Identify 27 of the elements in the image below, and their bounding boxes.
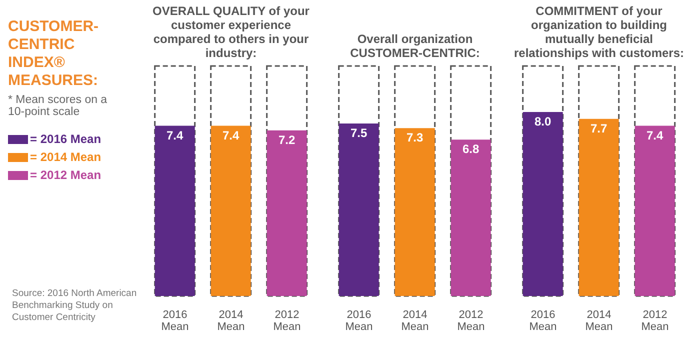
chart-title: OVERALL QUALITY of your customer experience compared to others in your industry: xyxy=(152,4,310,60)
data-label: 7.4 xyxy=(646,128,664,142)
x-tick-label: 2012 Mean xyxy=(641,309,669,333)
chart-title: COMMITMENT of your organization to building mutually beneficial relationships with customers: xyxy=(512,4,686,60)
text: = 2014 Mean xyxy=(30,150,102,164)
text: * Mean scores on a 10-point scale xyxy=(8,94,108,118)
x-tick-label: 2012 Mean xyxy=(273,309,301,333)
text: = 2012 Mean xyxy=(30,168,102,182)
x-tick-label: 2012 Mean xyxy=(457,309,485,333)
x-tick-label: 2016 Mean xyxy=(161,309,189,333)
x-tick-label: 2014 Mean xyxy=(401,309,429,333)
source-note: Source: 2016 North American Benchmarking Study on Customer Centricity xyxy=(12,288,137,324)
data-label: 8.0 xyxy=(534,114,552,129)
data-label: 7.7 xyxy=(590,121,608,136)
x-tick-label: 2014 Mean xyxy=(217,309,245,333)
text: CUSTOMER-CENTRIC INDEX® MEASURES: xyxy=(8,18,100,90)
data-label: 7.4 xyxy=(166,128,184,142)
data-label: 7.2 xyxy=(278,132,296,147)
data-label: 7.3 xyxy=(406,130,424,145)
x-tick-label: 2016 Mean xyxy=(529,309,557,333)
x-tick-label: 2014 Mean xyxy=(585,309,613,333)
chart-title: Overall organization CUSTOMER-CENTRIC: xyxy=(349,32,481,60)
x-tick-label: 2016 Mean xyxy=(345,309,373,333)
data-label: 7.5 xyxy=(350,126,368,140)
data-label: 6.8 xyxy=(462,142,480,156)
text: = 2016 Mean xyxy=(30,132,102,146)
data-label: 7.4 xyxy=(222,128,240,142)
